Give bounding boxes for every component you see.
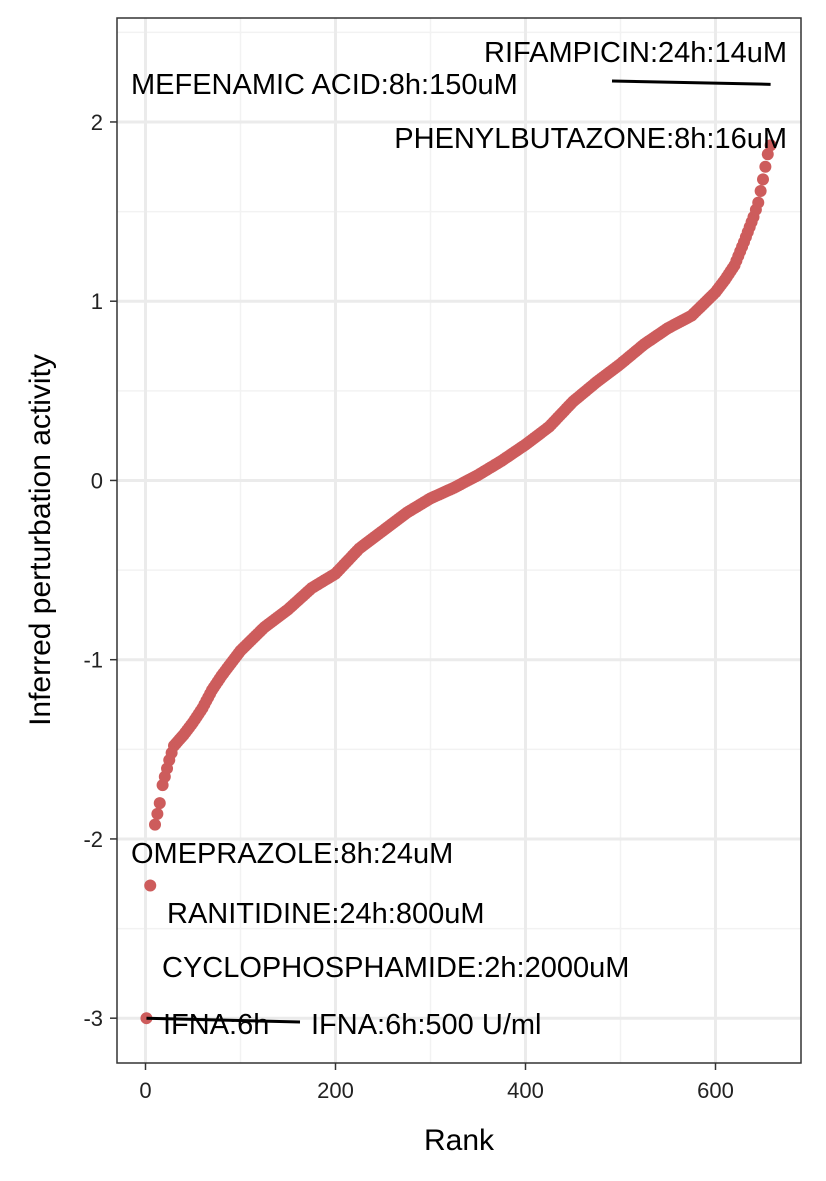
x-tick-label: 400 [507,1078,544,1103]
y-tick-label: 1 [91,289,103,314]
x-axis-title: Rank [424,1124,495,1157]
data-point [759,160,772,173]
point-label: RANITIDINE:24h:800uM [167,898,485,930]
x-tick-label: 600 [697,1078,734,1103]
y-axis: 2 1 0 -1 -2 -3 [83,110,117,1031]
x-tick-label: 0 [139,1078,151,1103]
point-label: PHENYLBUTAZONE:8h:16uM [394,123,787,155]
minor-gridlines [117,18,801,1063]
data-points [140,139,777,1025]
point-label: IFNA:6h:500 U/ml [311,1009,541,1041]
point-label: CYCLOPHOSPHAMIDE:2h:2000uM [162,952,629,984]
point-label: IFNA:6h [163,1009,269,1041]
point-label: OMEPRAZOLE:8h:24uM [131,838,453,870]
y-tick-label: -3 [83,1006,103,1031]
data-point [754,184,767,197]
point-label: RIFAMPICIN:24h:14uM [484,37,787,69]
y-tick-label: 2 [91,110,103,135]
x-tick-label: 200 [317,1078,354,1103]
data-point [151,807,164,820]
data-point [149,818,161,831]
point-label: MEFENAMIC ACID:8h:150uM [131,69,518,101]
y-tick-label: 0 [91,468,103,493]
data-point [144,879,157,892]
label-leader-line [611,79,771,86]
plot-background [117,18,801,1063]
data-point [764,139,777,152]
y-axis-title: Inferred perturbation activity [24,354,57,726]
y-tick-label: -2 [83,827,103,852]
plot-panel-border [116,17,802,1064]
label-leader-line [146,1016,301,1024]
data-point [757,173,769,186]
y-tick-label: -1 [83,648,103,673]
data-point [153,797,166,810]
x-axis: 0 200 400 600 [139,1063,734,1103]
data-point [752,196,765,209]
label-leader-lines [146,79,771,1024]
